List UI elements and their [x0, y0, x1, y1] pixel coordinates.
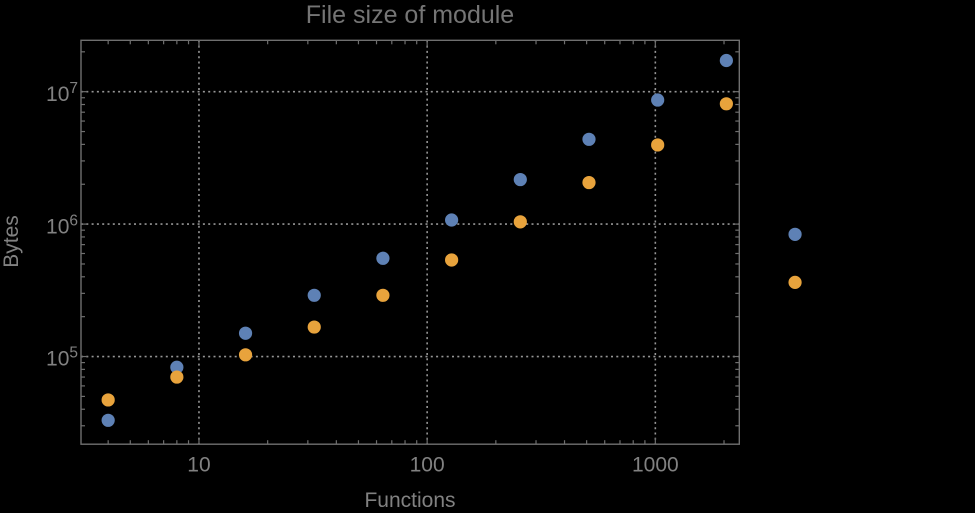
data-point	[788, 275, 802, 289]
data-point	[307, 288, 321, 302]
x-tick-label: 100	[410, 454, 445, 477]
y-tick-label: 107	[46, 80, 78, 106]
data-point	[445, 253, 459, 267]
data-point	[238, 326, 253, 340]
data-point	[582, 132, 596, 146]
y-tick-labels: 105 106 107	[46, 80, 78, 371]
grid-lines	[81, 40, 740, 445]
x-tick-label: 1000	[632, 454, 679, 477]
series-1-blue-points	[101, 53, 802, 427]
x-axis-label: Functions	[364, 489, 456, 512]
chart-title: File size of module	[305, 1, 515, 29]
axis-ticks	[81, 40, 739, 444]
data-point	[101, 413, 115, 427]
data-point	[170, 370, 184, 384]
data-point	[307, 320, 321, 334]
data-point	[582, 175, 596, 190]
data-point	[651, 138, 665, 152]
plot-frame	[80, 39, 740, 445]
data-point	[513, 215, 527, 229]
y-tick-label: 105	[46, 345, 78, 371]
data-point	[238, 348, 253, 362]
data-point	[513, 172, 527, 187]
data-point	[719, 97, 733, 111]
data-point	[376, 251, 390, 265]
y-axis-label: Bytes	[0, 215, 23, 268]
x-tick-labels: 10 100 1000	[187, 454, 678, 477]
data-point	[788, 227, 802, 241]
y-tick-label: 106	[46, 212, 78, 238]
x-tick-label: 10	[187, 454, 210, 477]
data-point	[101, 393, 115, 407]
data-point	[651, 93, 665, 107]
data-point	[376, 288, 390, 302]
data-point	[719, 53, 733, 68]
series-2-orange-points	[101, 97, 802, 407]
data-point	[170, 360, 184, 374]
data-point	[445, 213, 459, 227]
